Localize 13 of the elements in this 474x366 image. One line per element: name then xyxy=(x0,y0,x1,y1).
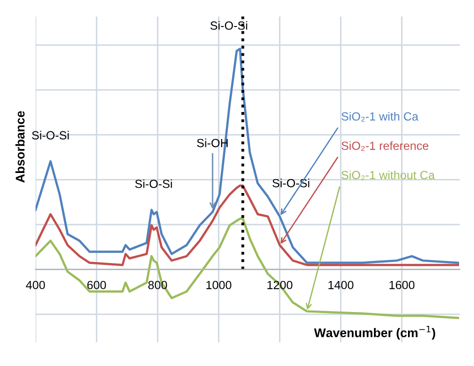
x-tick-label: 1400 xyxy=(328,280,354,290)
text: SiO₂-1 with Ca xyxy=(342,112,418,122)
x-axis-title: Wavenumber (cm$^{−1}$) xyxy=(314,326,436,340)
annotation: Si-O-Si xyxy=(32,130,69,140)
text: SiO₂-1 reference xyxy=(342,141,428,151)
x-tick-label: 1000 xyxy=(206,280,232,290)
annotation: Si-O-Si xyxy=(135,179,172,188)
x-tick-label: 400 xyxy=(26,280,45,290)
x-tick-label: 600 xyxy=(87,280,106,290)
y-axis-title: Absorbance xyxy=(15,111,25,183)
annotation: Si-O-Si xyxy=(210,21,248,30)
text: SiO₂-1 without Ca xyxy=(342,170,435,180)
x-tick-label: 1600 xyxy=(390,280,414,290)
